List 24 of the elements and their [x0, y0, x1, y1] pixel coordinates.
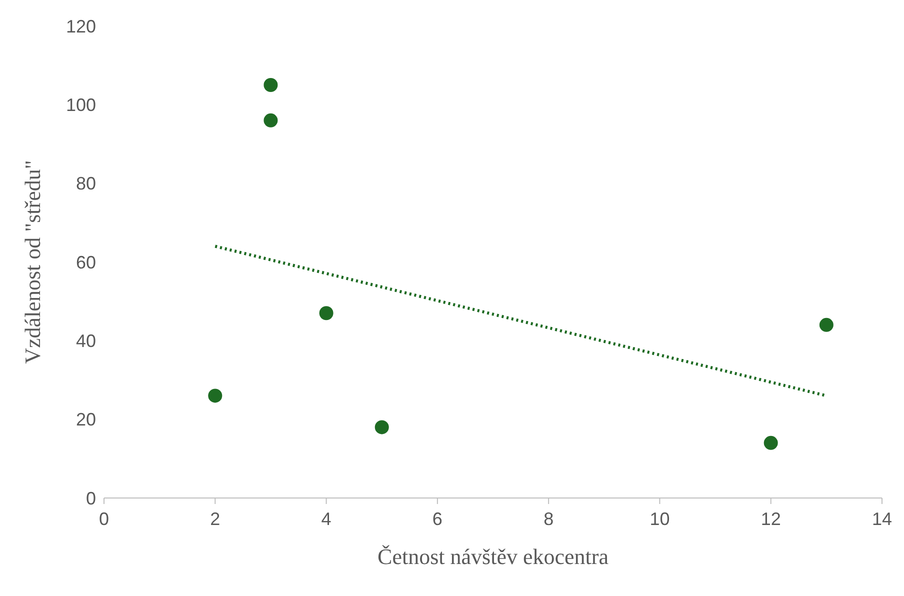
- point: [819, 318, 834, 332]
- y-axis-title: Vzdálenost od "středu": [20, 160, 45, 364]
- x-tick-label: 6: [432, 508, 442, 529]
- point: [264, 78, 278, 92]
- y-tick-label: 120: [66, 16, 96, 36]
- y-tick-label: 20: [76, 410, 96, 430]
- x-tick-label: 0: [98, 508, 110, 529]
- y-tick-label: 60: [76, 252, 96, 272]
- point: [264, 113, 278, 128]
- x-tick-label: 2: [210, 508, 220, 529]
- point: [208, 388, 222, 403]
- x-tick-label: 8: [544, 508, 554, 529]
- x-tick-label: 4: [321, 508, 332, 529]
- y-tick-label: 0: [86, 488, 96, 508]
- y-tick-label: 80: [76, 174, 96, 194]
- point: [764, 436, 778, 450]
- point: [374, 420, 389, 434]
- x-tick-label: 12: [760, 508, 781, 529]
- x-tick-label: 10: [650, 508, 670, 529]
- x-tick-label: 14: [872, 508, 892, 529]
- point: [319, 306, 334, 320]
- x-axis-title: Četnost návštěv ekocentra: [378, 544, 609, 569]
- y-tick-label: 40: [76, 331, 96, 352]
- y-tick-label: 100: [66, 95, 96, 116]
